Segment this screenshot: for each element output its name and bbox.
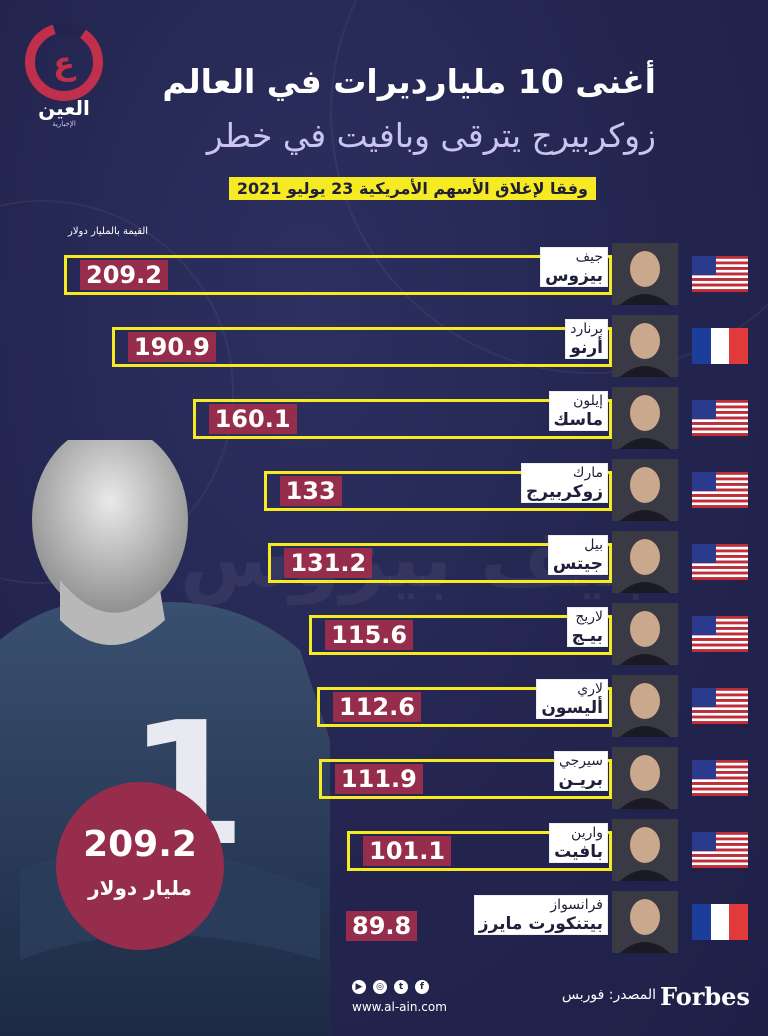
first-name: مارك: [572, 465, 603, 481]
usa-flag-icon: [692, 832, 748, 868]
usa-flag-icon: [692, 400, 748, 436]
first-name: إيلون: [573, 393, 603, 409]
person-photo-8: [612, 747, 678, 809]
page-subtitle: زوكربيرج يترقى وبافيت في خطر: [206, 116, 656, 155]
bar-value-7: 112.6: [333, 692, 421, 722]
logo-subtext: الإخبارية: [52, 120, 76, 128]
person-photo-2: [612, 315, 678, 377]
hero-value: 209.2: [83, 824, 197, 865]
bar-3: [192, 399, 612, 439]
bar-value-2: 190.9: [127, 332, 216, 362]
france-flag-icon: [692, 904, 748, 940]
first-name: سيرجي: [558, 753, 603, 769]
page-title: أغنى 10 مليارديرات في العالم: [162, 62, 656, 101]
person-photo-7: [612, 675, 678, 737]
first-name: جيف: [575, 249, 603, 265]
bar-9: [347, 831, 612, 871]
usa-flag-icon: [692, 256, 748, 292]
usa-flag-icon: [692, 760, 748, 796]
al-ain-logo: ع العين الإخبارية: [22, 20, 122, 130]
forbes-logo: Forbes: [660, 982, 750, 1011]
bar-value-1: 209.2: [80, 260, 168, 290]
usa-flag-icon: [692, 544, 748, 580]
bar-1: [64, 255, 612, 295]
logo-mark-icon: ع: [24, 22, 104, 102]
last-name: زوكربيرج: [526, 482, 603, 502]
name-label-1: جيف بيزوس: [540, 247, 608, 287]
svg-text:ع: ع: [53, 44, 77, 82]
name-label-5: بيل جيتس: [547, 535, 608, 575]
bar-8: [318, 759, 612, 799]
bar-value-10: 89.8: [346, 911, 418, 941]
last-name: بريـن: [558, 770, 603, 790]
first-name: فرانسواز: [550, 897, 603, 913]
bar-7: [317, 687, 612, 727]
name-label-4: مارك زوكربيرج: [521, 463, 608, 503]
bar-value-4: 133: [279, 476, 342, 506]
last-name: ماسك: [553, 410, 603, 430]
first-name: وارين: [571, 825, 603, 841]
name-label-3: إيلون ماسك: [548, 391, 608, 431]
date-note: وفقا لإغلاق الأسهم الأمريكية 23 يوليو 20…: [228, 177, 596, 200]
first-name: برنارد: [570, 321, 603, 337]
person-photo-6: [612, 603, 678, 665]
twitter-icon[interactable]: t: [394, 980, 408, 994]
bar-value-3: 160.1: [208, 404, 297, 434]
bar-2: [111, 327, 612, 367]
first-name: لاري: [577, 681, 603, 697]
last-name: بافيت: [554, 842, 603, 862]
website-url[interactable]: www.al-ain.com: [352, 1000, 447, 1014]
last-name: بيتنكورت مايرز: [478, 914, 603, 934]
france-flag-icon: [692, 328, 748, 364]
usa-flag-icon: [692, 472, 748, 508]
last-name: بيـج: [571, 626, 603, 646]
last-name: بيزوس: [545, 266, 603, 286]
person-photo-5: [612, 531, 678, 593]
last-name: أليسون: [541, 698, 603, 718]
bar-4: [263, 471, 612, 511]
last-name: أرنو: [570, 338, 603, 358]
person-photo-9: [612, 819, 678, 881]
name-label-2: برنارد أرنو: [565, 319, 608, 359]
hero-value-badge: 209.2 مليار دولار: [56, 782, 224, 950]
last-name: جيتس: [552, 554, 603, 574]
bar-value-5: 131.2: [284, 548, 373, 578]
source-label: المصدر: فوربس: [561, 987, 656, 1003]
name-label-7: لاري أليسون: [536, 679, 608, 719]
bar-5: [268, 543, 612, 583]
first-name: بيل: [584, 537, 603, 553]
person-photo-10: [612, 891, 678, 953]
bar-value-8: 111.9: [334, 764, 423, 794]
name-label-8: سيرجي بريـن: [553, 751, 608, 791]
name-label-6: لاريج بيـج: [566, 607, 608, 647]
person-photo-4: [612, 459, 678, 521]
usa-flag-icon: [692, 688, 748, 724]
bar-6: [309, 615, 612, 655]
facebook-icon[interactable]: f: [415, 980, 429, 994]
instagram-icon[interactable]: ◎: [373, 980, 387, 994]
youtube-icon[interactable]: ▶: [352, 980, 366, 994]
units-label: القيمة بالمليار دولار: [68, 226, 149, 237]
bar-value-6: 115.6: [325, 620, 414, 650]
name-label-10: فرانسواز بيتنكورت مايرز: [473, 895, 608, 935]
hero-unit: مليار دولار: [88, 876, 192, 900]
bar-value-9: 101.1: [363, 836, 452, 866]
usa-flag-icon: [692, 616, 748, 652]
first-name: لاريج: [575, 609, 603, 625]
name-label-9: وارين بافيت: [549, 823, 608, 863]
person-photo-1: [612, 243, 678, 305]
logo-text: العين: [38, 96, 90, 120]
person-photo-3: [612, 387, 678, 449]
